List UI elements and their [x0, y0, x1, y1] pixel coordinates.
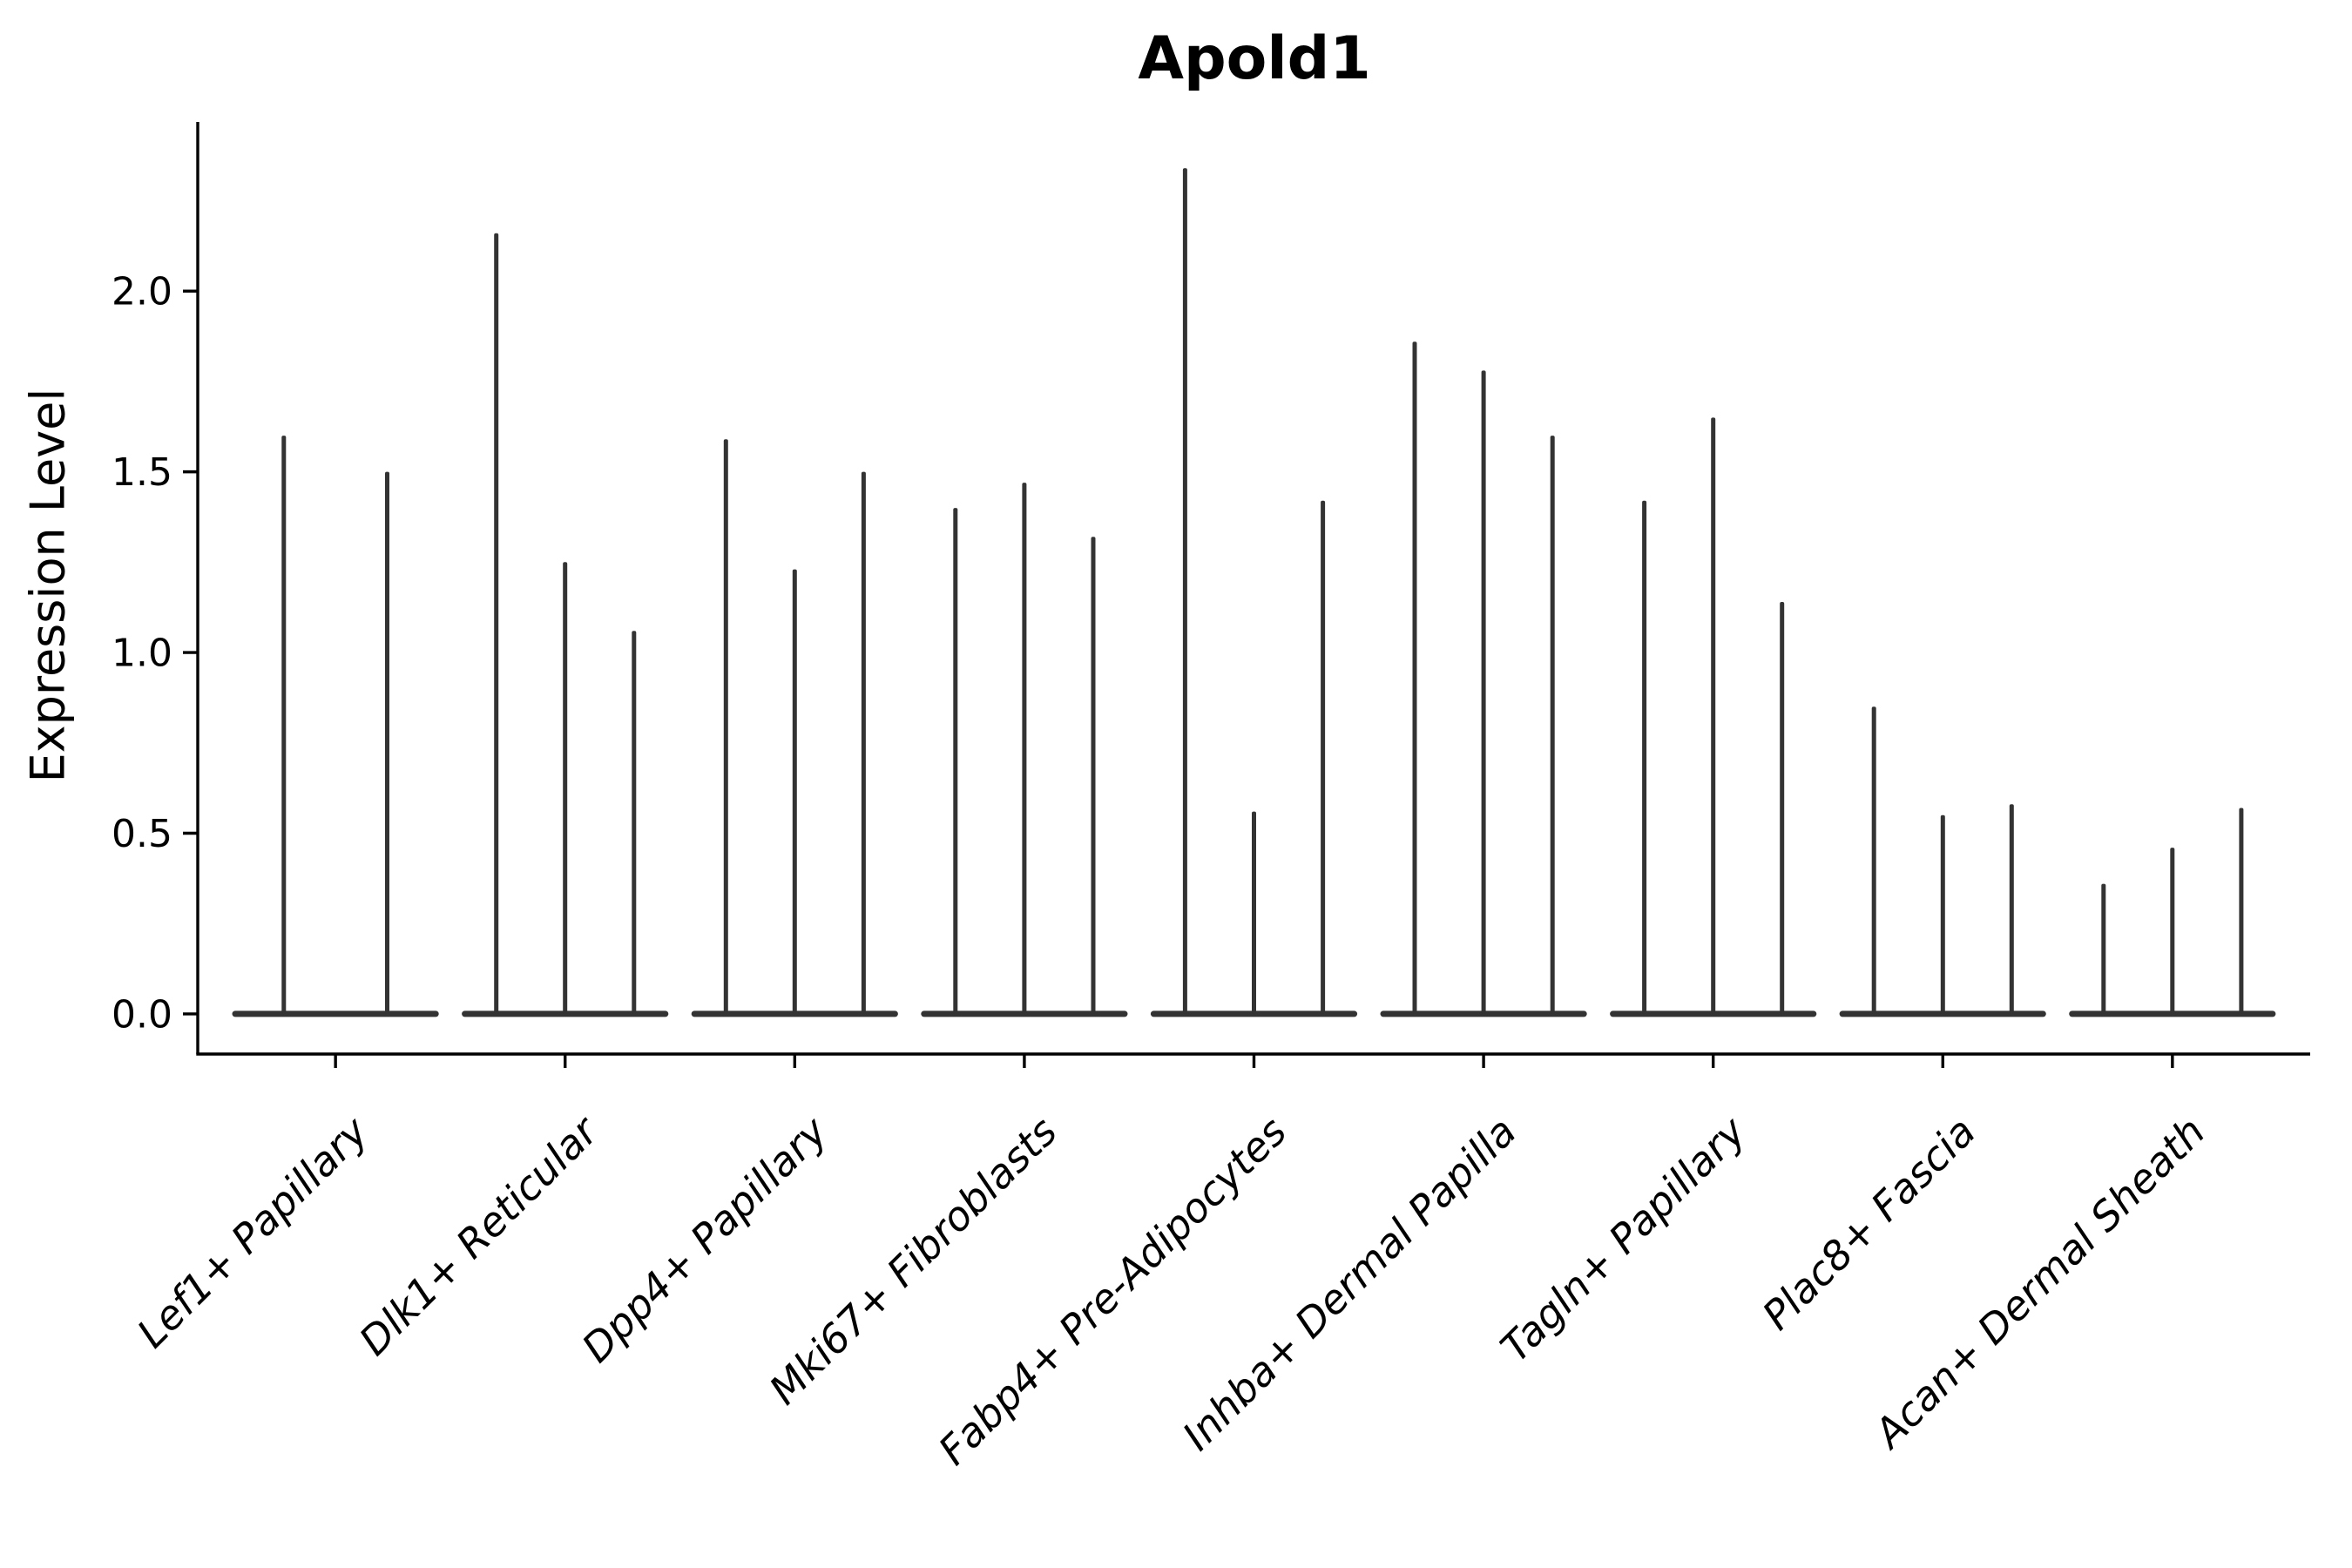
chart-title: Apold1 — [1138, 24, 1371, 93]
violin-spike — [632, 631, 637, 1014]
violin-spike — [953, 508, 958, 1014]
x-tick-label: Lef1+ Papillary — [128, 1107, 377, 1356]
violin-spike — [1252, 811, 1256, 1014]
violin-spike — [1940, 814, 1945, 1014]
violin-spike — [2101, 883, 2106, 1014]
y-tick-label: 0.0 — [112, 992, 172, 1037]
violin-spike — [1412, 341, 1417, 1014]
y-tick-label: 1.0 — [112, 631, 172, 675]
y-tick-label: 0.5 — [112, 812, 172, 856]
violin-spike — [1022, 483, 1027, 1014]
x-tick-label: Dlk1+ Reticular — [350, 1105, 609, 1364]
violin-spike — [494, 233, 499, 1014]
violin-spike — [1481, 370, 1486, 1014]
violin-base — [232, 1010, 439, 1017]
violin-spike — [2170, 848, 2175, 1014]
violin-spike — [1642, 500, 1647, 1014]
x-tick-label: Plac8+ Fascia — [1754, 1108, 1984, 1339]
violin-spike — [1091, 537, 1096, 1014]
violin-spike — [385, 471, 389, 1014]
violin-spike — [1780, 602, 1785, 1014]
violin-spike — [1321, 500, 1326, 1014]
violin-spike — [563, 562, 568, 1014]
violin-spike — [281, 436, 287, 1014]
y-tick-label: 2.0 — [112, 270, 172, 314]
violin-spike — [1550, 436, 1555, 1014]
y-axis-title: Expression Level — [20, 388, 76, 783]
violin-spike — [2239, 808, 2244, 1014]
violin-spike — [723, 439, 728, 1014]
y-tick-label: 1.5 — [112, 450, 172, 495]
violin-spike — [1871, 706, 1876, 1014]
violin-spike — [861, 471, 866, 1014]
violin-spike — [1711, 417, 1716, 1014]
violin-spike — [792, 569, 797, 1014]
violin-base — [691, 1010, 898, 1017]
x-tick-label: Tagln+ Papillary — [1491, 1107, 1755, 1371]
violin-spike — [2009, 804, 2014, 1014]
violin-base — [462, 1010, 669, 1017]
x-tick-label: Dpp4+ Papillary — [572, 1107, 836, 1371]
violin-spike — [1182, 168, 1187, 1014]
